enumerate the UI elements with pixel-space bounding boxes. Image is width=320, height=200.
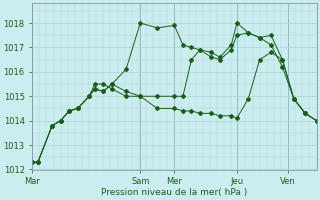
X-axis label: Pression niveau de la mer( hPa ): Pression niveau de la mer( hPa )	[101, 188, 247, 197]
